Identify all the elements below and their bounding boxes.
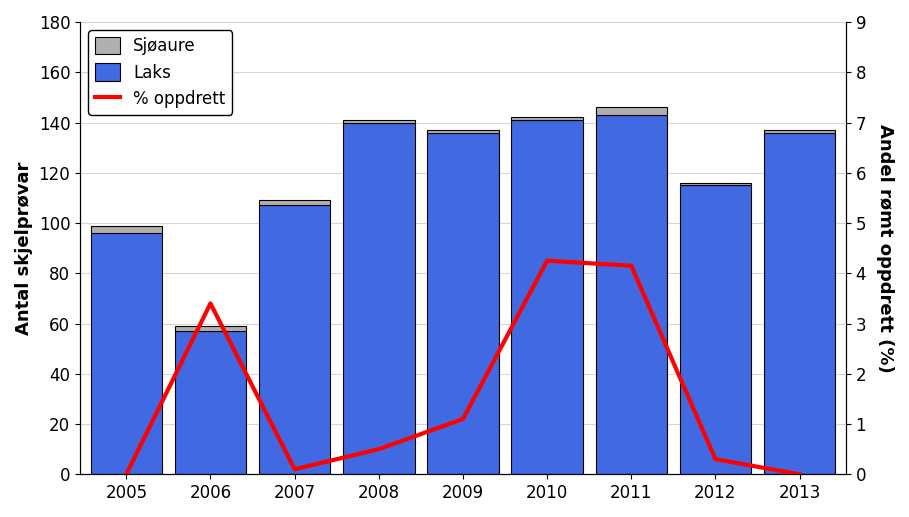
Bar [764, 130, 835, 132]
Legend: Sjøaure, Laks, % oppdrett: Sjøaure, Laks, % oppdrett [88, 31, 233, 115]
Bar [175, 331, 246, 474]
Bar [259, 201, 330, 205]
Bar [343, 120, 415, 123]
Bar [764, 132, 835, 474]
Y-axis label: Andel rømt oppdrett (%): Andel rømt oppdrett (%) [876, 124, 894, 373]
Bar [680, 185, 751, 474]
Bar [427, 130, 499, 132]
Bar [91, 225, 162, 233]
Bar [175, 326, 246, 331]
Bar [259, 205, 330, 474]
Bar [595, 115, 667, 474]
Bar [680, 183, 751, 185]
Bar [427, 132, 499, 474]
Bar [91, 233, 162, 474]
Bar [512, 120, 583, 474]
Bar [512, 117, 583, 120]
Bar [343, 123, 415, 474]
Bar [595, 108, 667, 115]
Y-axis label: Antal skjelprøvar: Antal skjelprøvar [15, 161, 33, 335]
